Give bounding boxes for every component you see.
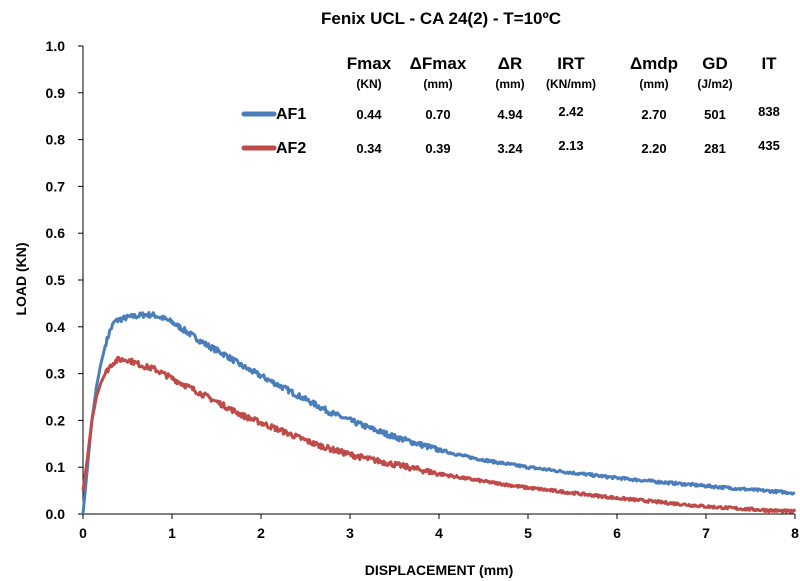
table-cell: 4.94 — [497, 107, 523, 122]
x-tick-label: 3 — [346, 525, 354, 541]
table-col-unit: (mm) — [423, 77, 452, 91]
table-col-unit: (KN/mm) — [546, 77, 596, 91]
y-tick-label: 0.4 — [46, 319, 66, 335]
y-tick-label: 0.2 — [46, 412, 66, 428]
table-cell: 0.39 — [425, 141, 450, 156]
table-cell: 2.42 — [558, 104, 583, 119]
legend-label-af2: AF2 — [276, 140, 306, 157]
table-cell: 0.70 — [425, 107, 450, 122]
legend-label-af1: AF1 — [276, 106, 306, 123]
table-cell: 281 — [704, 141, 726, 156]
x-tick-label: 7 — [702, 525, 710, 541]
table-cell: 2.13 — [558, 138, 583, 153]
table-col-header: IT — [761, 54, 777, 73]
x-tick-label: 1 — [168, 525, 176, 541]
x-tick-label: 5 — [524, 525, 532, 541]
y-tick-label: 0.8 — [46, 132, 66, 148]
table-col-unit: (KN) — [356, 77, 381, 91]
chart-title: Fenix UCL - CA 24(2) - T=10ºC — [321, 9, 561, 28]
table-cell: 0.34 — [356, 141, 382, 156]
y-tick-label: 0.5 — [46, 272, 66, 288]
table-col-unit: (mm) — [639, 77, 668, 91]
table-cell: 501 — [704, 107, 726, 122]
table-cell: 2.20 — [641, 141, 666, 156]
series-line-af2 — [81, 355, 797, 514]
table-col-header: GD — [702, 54, 728, 73]
y-axis-label: LOAD (KN) — [13, 242, 29, 315]
y-tick-label: 0.1 — [46, 459, 66, 475]
table-col-header: Fmax — [347, 54, 392, 73]
plot-area: 0.0 0.1 0.2 0.3 0.4 0.5 0.6 0.7 0.8 0.9 1.0 0 1 2 3 4 5 6… — [46, 38, 800, 541]
y-tick-label: 0.9 — [46, 85, 66, 101]
y-tick-label: 0.0 — [46, 506, 66, 522]
table-col-header: ΔFmax — [410, 54, 467, 73]
x-tick-label: 8 — [791, 525, 799, 541]
y-tick-label: 0.6 — [46, 225, 66, 241]
x-tick-label: 6 — [613, 525, 621, 541]
y-tick-label: 0.7 — [46, 178, 66, 194]
table-col-unit: (mm) — [495, 77, 524, 91]
table-col-header: ΔR — [498, 54, 523, 73]
table-cell: 0.44 — [356, 107, 382, 122]
x-tick-label: 0 — [79, 525, 87, 541]
table-cell: 838 — [758, 104, 780, 119]
table-col-header: Δmdp — [630, 54, 678, 73]
x-tick-label: 2 — [257, 525, 265, 541]
x-tick-label: 4 — [435, 525, 443, 541]
table-col-unit: (J/m2) — [697, 77, 732, 91]
x-axis-label: DISPLACEMENT (mm) — [365, 562, 514, 578]
table-col-header: IRT — [557, 54, 585, 73]
y-tick-label: 0.3 — [46, 366, 66, 382]
table-cell: 3.24 — [497, 141, 523, 156]
y-tick-label: 1.0 — [46, 38, 66, 54]
series-line-af1 — [81, 311, 796, 515]
table-cell: 2.70 — [641, 107, 666, 122]
table-cell: 435 — [758, 138, 780, 153]
